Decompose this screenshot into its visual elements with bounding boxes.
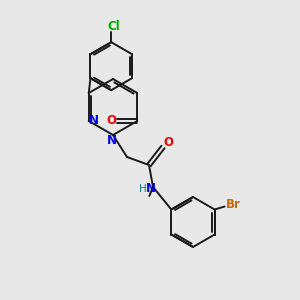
Text: Br: Br — [226, 198, 241, 211]
Text: N: N — [146, 182, 156, 196]
Text: N: N — [89, 113, 99, 127]
Text: H: H — [139, 184, 147, 194]
Text: Cl: Cl — [108, 20, 121, 33]
Text: O: O — [163, 136, 173, 149]
Text: O: O — [106, 115, 116, 128]
Text: N: N — [107, 134, 117, 148]
